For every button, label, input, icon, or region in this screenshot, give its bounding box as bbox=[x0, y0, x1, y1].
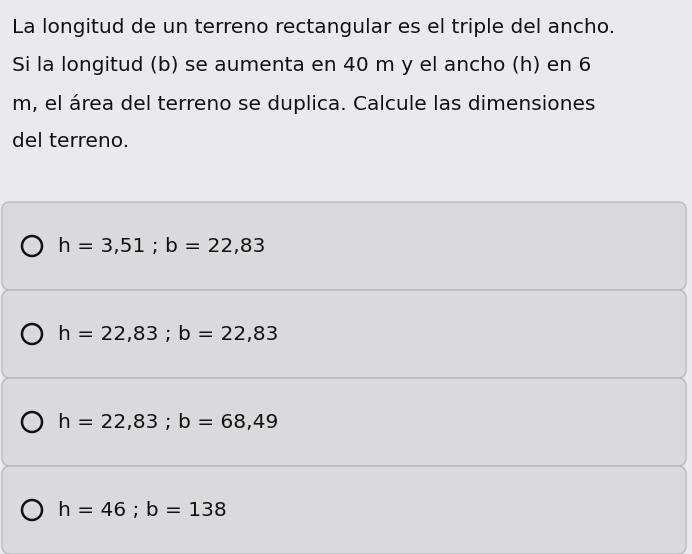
FancyBboxPatch shape bbox=[2, 378, 686, 466]
FancyBboxPatch shape bbox=[2, 290, 686, 378]
Text: del terreno.: del terreno. bbox=[12, 132, 129, 151]
Text: h = 22,83 ; b = 68,49: h = 22,83 ; b = 68,49 bbox=[58, 413, 278, 432]
Text: m, el área del terreno se duplica. Calcule las dimensiones: m, el área del terreno se duplica. Calcu… bbox=[12, 94, 596, 114]
Text: h = 46 ; b = 138: h = 46 ; b = 138 bbox=[58, 500, 227, 520]
Text: h = 3,51 ; b = 22,83: h = 3,51 ; b = 22,83 bbox=[58, 237, 265, 255]
Text: h = 22,83 ; b = 22,83: h = 22,83 ; b = 22,83 bbox=[58, 325, 278, 343]
Text: La longitud de un terreno rectangular es el triple del ancho.: La longitud de un terreno rectangular es… bbox=[12, 18, 615, 37]
FancyBboxPatch shape bbox=[2, 466, 686, 554]
Text: Si la longitud (b) se aumenta en 40 m y el ancho (h) en 6: Si la longitud (b) se aumenta en 40 m y … bbox=[12, 56, 591, 75]
FancyBboxPatch shape bbox=[2, 202, 686, 290]
